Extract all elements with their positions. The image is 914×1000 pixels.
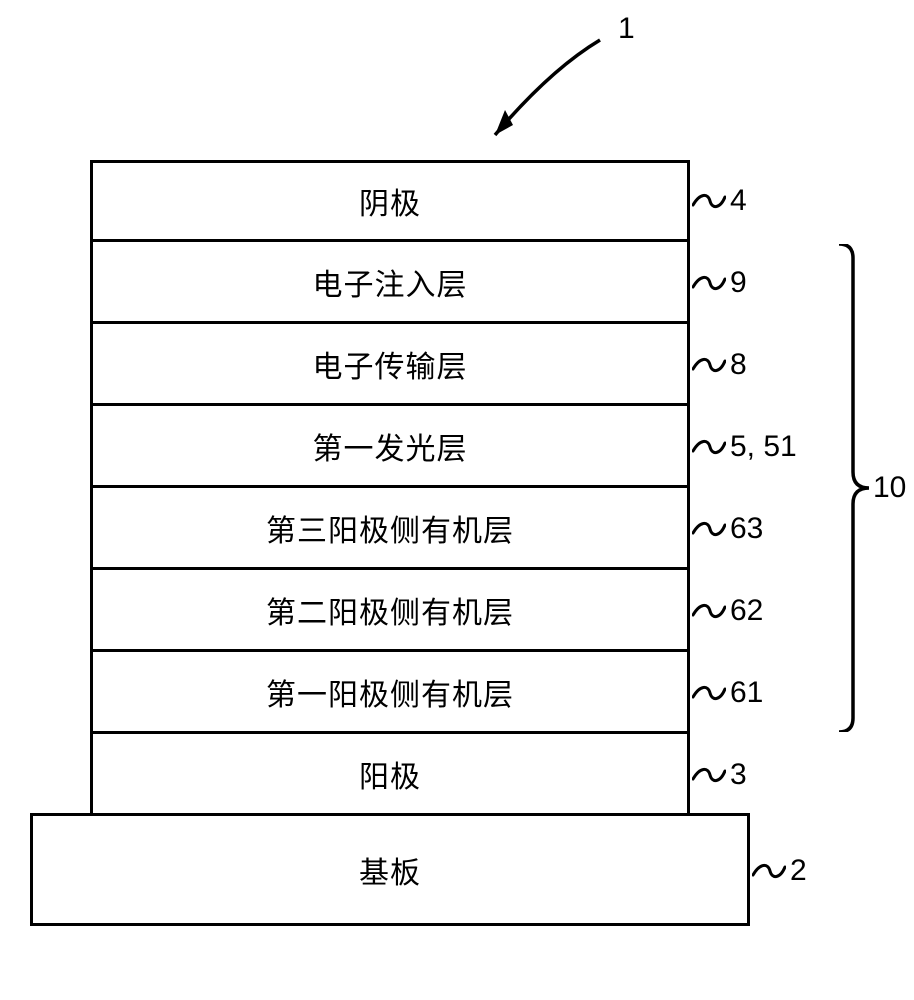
- leader-tilde: [752, 859, 786, 883]
- group-label-10: 10: [873, 471, 906, 505]
- group-bracket: [835, 244, 875, 732]
- ref-label-substrate: 2: [790, 854, 807, 888]
- layer-anode-org-3: 第三阳极侧有机层: [90, 485, 690, 570]
- ref-label-etl: 8: [730, 348, 747, 382]
- layer-cathode: 阴极: [90, 160, 690, 242]
- ref-label-cathode: 4: [730, 184, 747, 218]
- layer-substrate: 基板: [30, 813, 750, 926]
- ref-label-anode: 3: [730, 758, 747, 792]
- ref-label-eil: 9: [730, 266, 747, 300]
- leader-tilde: [692, 435, 726, 459]
- leader-tilde: [692, 763, 726, 787]
- layer-label: 第一发光层: [313, 424, 468, 468]
- ref-label-eml1: 5, 51: [730, 430, 797, 464]
- layer-anode-org-1: 第一阳极侧有机层: [90, 649, 690, 734]
- layer-anode: 阳极: [90, 731, 690, 816]
- leader-tilde: [692, 353, 726, 377]
- ref-label-anode-org-1: 61: [730, 676, 763, 710]
- figure-label-1: 1: [618, 12, 635, 46]
- ref-label-anode-org-3: 63: [730, 512, 763, 546]
- layer-label: 第三阳极侧有机层: [266, 506, 514, 550]
- layer-label: 第二阳极侧有机层: [266, 588, 514, 632]
- layer-label: 电子注入层: [313, 260, 468, 304]
- leader-tilde: [692, 271, 726, 295]
- diagram-canvas: 1 阴极 4 电子注入层 9 电子传输层 8 第一发光层 5, 51 第三阳极侧有机层 63 第二阳…: [0, 0, 914, 1000]
- ref-label-anode-org-2: 62: [730, 594, 763, 628]
- pointer-arrow: [440, 30, 620, 160]
- leader-tilde: [692, 681, 726, 705]
- layer-label: 基板: [359, 848, 421, 892]
- leader-tilde: [692, 517, 726, 541]
- layer-etl: 电子传输层: [90, 321, 690, 406]
- layer-label: 阳极: [359, 752, 421, 796]
- layer-eil: 电子注入层: [90, 239, 690, 324]
- layer-label: 电子传输层: [313, 342, 468, 386]
- leader-tilde: [692, 189, 726, 213]
- layer-label: 阴极: [359, 179, 421, 223]
- layer-anode-org-2: 第二阳极侧有机层: [90, 567, 690, 652]
- layer-label: 第一阳极侧有机层: [266, 670, 514, 714]
- layer-eml1: 第一发光层: [90, 403, 690, 488]
- leader-tilde: [692, 599, 726, 623]
